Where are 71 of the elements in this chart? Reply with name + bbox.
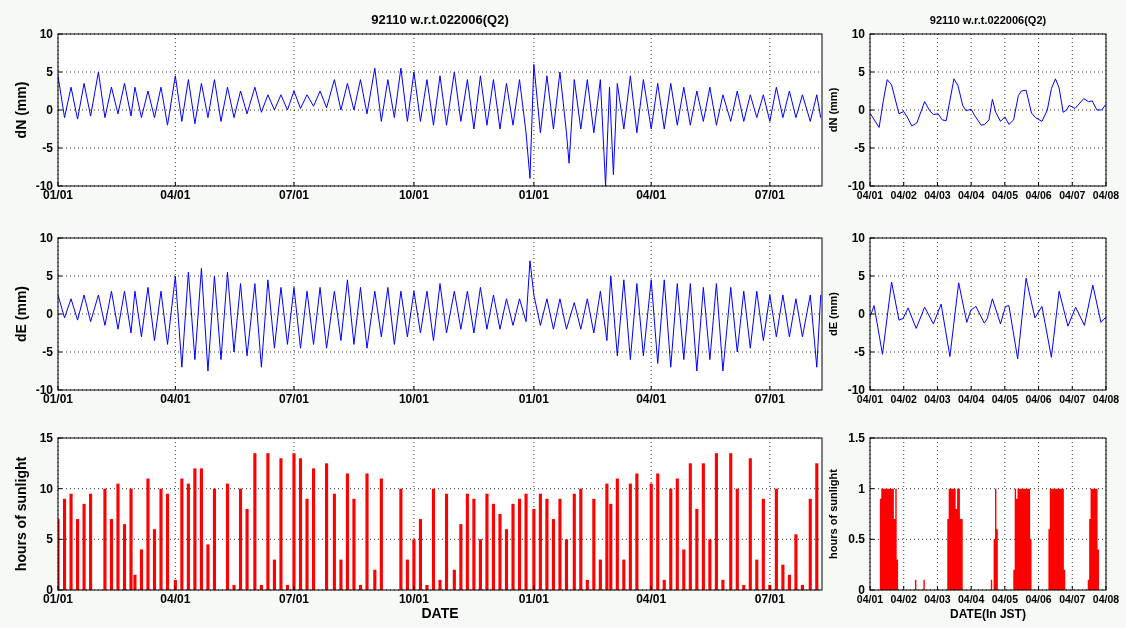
y-tick-label: -5 — [854, 345, 866, 359]
x-axis-title: DATE — [421, 605, 459, 621]
y-tick-label: 15 — [39, 431, 54, 445]
x-tick-label: 04/07 — [1059, 393, 1086, 405]
x-tick-label: 07/01 — [754, 392, 786, 406]
y-tick-label: 5 — [46, 65, 54, 79]
x-tick-label: 04/06 — [1025, 189, 1052, 201]
chart-title: 92110 w.r.t.022006(Q2) — [929, 14, 1047, 26]
x-tick-label: 10/01 — [398, 392, 430, 406]
x-tick-label: 04/01 — [160, 392, 191, 406]
y-axis-title: hours of sunlight — [827, 468, 839, 559]
x-tick-label: 04/04 — [958, 189, 985, 201]
y-tick-label: 10 — [39, 231, 54, 245]
x-tick-label: 04/01 — [636, 592, 667, 606]
y-tick-label: 1.5 — [848, 431, 866, 445]
y-tick-label: 0 — [858, 103, 866, 117]
y-tick-label: 10 — [851, 27, 866, 41]
y-tick-label: 0.5 — [848, 532, 866, 547]
x-tick-label: 07/01 — [278, 592, 310, 606]
x-tick-label: 04/08 — [1092, 189, 1120, 201]
x-tick-label: 04/08 — [1092, 593, 1120, 605]
x-tick-label: 04/04 — [958, 393, 985, 405]
x-tick-label: 07/01 — [278, 188, 310, 202]
y-axis-title: dN (mm) — [13, 81, 29, 139]
y-axis-title: dE (mm) — [827, 291, 839, 336]
y-tick-label: 1 — [858, 481, 866, 496]
y-tick-label: 0 — [46, 103, 54, 117]
x-tick-label: 04/01 — [636, 188, 667, 202]
x-tick-label: 04/03 — [924, 189, 951, 201]
y-tick-label: 10 — [851, 231, 866, 245]
y-tick-label: -5 — [42, 141, 54, 155]
y-tick-label: 5 — [858, 269, 866, 283]
x-tick-label: 04/07 — [1059, 189, 1086, 201]
x-tick-label: 04/05 — [991, 393, 1019, 405]
x-tick-label: 04/01 — [160, 592, 191, 606]
x-axis-title: DATE(In JST) — [950, 607, 1026, 621]
x-tick-label: 04/06 — [1025, 593, 1052, 605]
x-tick-label: 04/06 — [1025, 393, 1052, 405]
x-tick-label: 04/04 — [958, 593, 985, 605]
x-tick-label: 04/08 — [1092, 393, 1120, 405]
y-tick-label: 5 — [858, 65, 866, 79]
x-tick-label: 01/01 — [518, 392, 550, 406]
x-tick-label: 04/02 — [890, 189, 918, 201]
y-tick-label: -5 — [854, 141, 866, 155]
x-tick-label: 01/01 — [518, 592, 550, 606]
y-tick-label: 10 — [39, 481, 54, 496]
y-tick-label: 5 — [46, 269, 54, 283]
x-tick-label: 04/03 — [924, 593, 951, 605]
x-tick-label: 07/01 — [278, 392, 310, 406]
chart-title: 92110 w.r.t.022006(Q2) — [371, 12, 509, 27]
x-tick-label: 04/07 — [1059, 593, 1086, 605]
x-tick-label: 10/01 — [398, 592, 430, 606]
x-tick-label: 07/01 — [754, 188, 786, 202]
x-tick-label: 04/03 — [924, 393, 951, 405]
y-tick-label: 0 — [858, 307, 866, 321]
y-tick-label: 5 — [46, 532, 54, 547]
y-tick-label: 0 — [46, 307, 54, 321]
x-tick-label: 04/05 — [991, 189, 1019, 201]
y-tick-label: -5 — [42, 345, 54, 359]
x-tick-label: 10/01 — [398, 188, 430, 202]
x-tick-label: 07/01 — [754, 592, 786, 606]
x-tick-label: 04/02 — [890, 393, 918, 405]
y-axis-title: dN (mm) — [827, 87, 839, 133]
x-tick-label: 04/02 — [890, 593, 918, 605]
y-tick-label: 10 — [39, 27, 54, 41]
x-tick-label: 01/01 — [518, 188, 550, 202]
y-axis-title: dE (mm) — [13, 286, 29, 342]
x-tick-label: 04/01 — [160, 188, 191, 202]
y-axis-title: hours of sunlight — [13, 456, 29, 572]
x-tick-label: 04/05 — [991, 593, 1019, 605]
x-tick-label: 04/01 — [636, 392, 667, 406]
